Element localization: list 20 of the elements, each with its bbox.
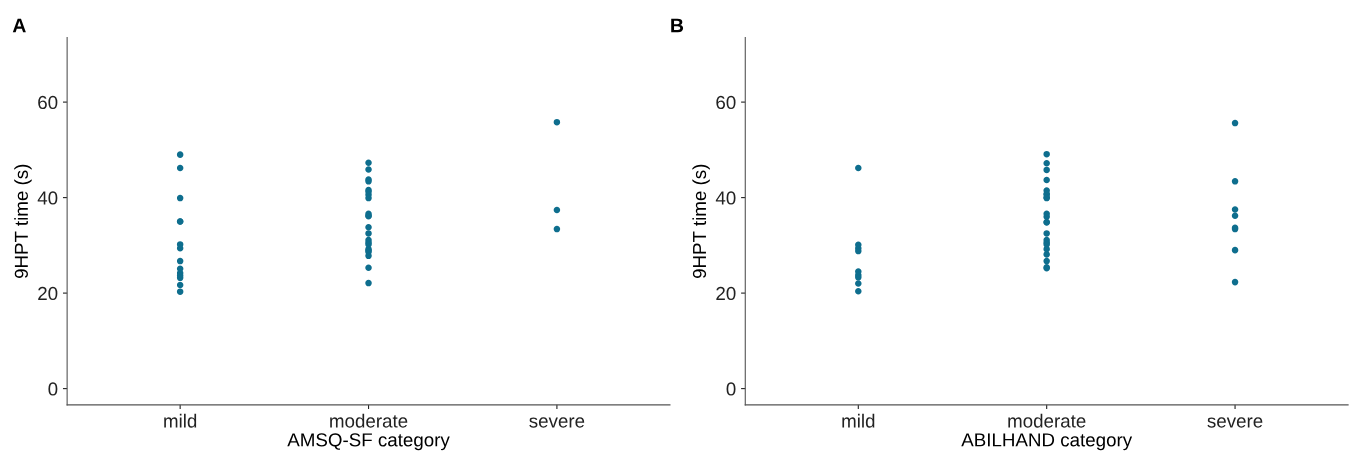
x-tick-label: moderate	[1008, 413, 1086, 428]
y-tick-label: 0	[726, 382, 736, 396]
y-tick-label: 0	[48, 382, 58, 396]
y-tick-label: 60	[38, 95, 58, 110]
y-axis-title: 9HPT time (s)	[692, 164, 710, 279]
y-tick-label: 20	[38, 286, 58, 301]
y-tick-label: 60	[716, 95, 736, 110]
x-tick-label: mild	[164, 413, 197, 428]
x-tick-label: mild	[842, 413, 875, 428]
x-tick-label: severe	[529, 417, 585, 428]
x-axis-title: ABILHAND category	[961, 433, 1133, 451]
x-tick-label: severe	[1207, 417, 1263, 428]
y-tick-label: 40	[37, 191, 58, 205]
chart-title: B	[671, 18, 684, 33]
chart-title: A	[12, 18, 26, 33]
x-tick-label: moderate	[330, 413, 408, 428]
x-axis-title: AMSQ-SF category	[287, 433, 450, 451]
y-tick-label: 20	[716, 286, 736, 301]
y-tick-label: 40	[715, 191, 736, 205]
y-axis-title: 9HPT time (s)	[14, 164, 32, 279]
